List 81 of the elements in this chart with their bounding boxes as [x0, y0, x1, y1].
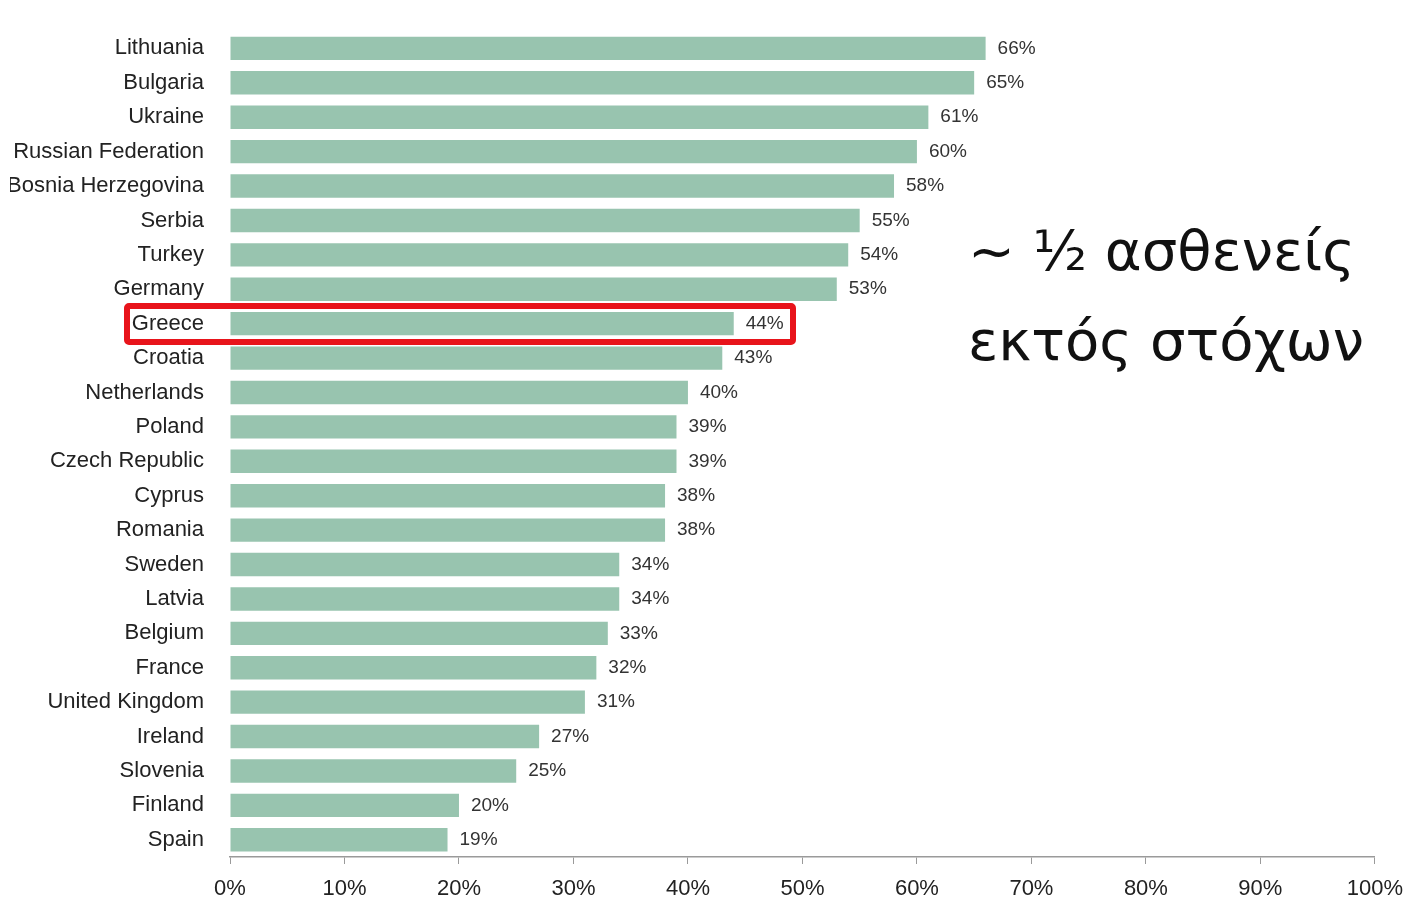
data-label: 39% [688, 415, 727, 437]
x-tick-label: 50% [780, 875, 825, 901]
data-label: 44% [745, 311, 784, 333]
data-label: 27% [551, 724, 590, 746]
bar [230, 208, 860, 233]
y-tick-label: Romania [115, 516, 205, 542]
x-tick-label: 80% [1123, 875, 1168, 901]
y-tick-label: France [135, 653, 204, 679]
bar [230, 311, 734, 336]
y-tick-label: Russian Federation [13, 137, 204, 163]
y-tick-label: Sweden [124, 550, 204, 576]
y-tick-label: Slovenia [119, 757, 205, 783]
bar [230, 174, 895, 198]
data-label: 25% [528, 759, 567, 781]
data-label: 38% [677, 518, 716, 540]
bar [230, 71, 975, 95]
y-tick-label: Cyprus [134, 481, 204, 507]
x-tick-label: 60% [894, 875, 939, 901]
y-tick-label: Spain [147, 825, 204, 851]
data-label: 61% [940, 105, 979, 127]
x-tick-label: 90% [1238, 875, 1283, 901]
bar [230, 621, 608, 646]
bar [230, 449, 677, 473]
y-tick-label: Ukraine [128, 103, 204, 129]
y-tick-label: Croatia [133, 344, 205, 370]
data-label: 34% [631, 552, 670, 574]
y-tick-label: Lithuania [114, 34, 205, 60]
x-tick-label: 10% [322, 875, 367, 901]
data-label: 55% [871, 208, 910, 230]
data-label: 66% [997, 36, 1036, 58]
bar [230, 518, 666, 542]
bar [230, 36, 986, 61]
x-tick-label: 0% [214, 875, 246, 901]
bar [230, 105, 929, 129]
data-label: 40% [699, 380, 739, 402]
x-tick-label: 70% [1009, 875, 1054, 901]
data-label: 43% [734, 346, 773, 368]
data-label: 34% [631, 587, 670, 609]
data-label: 58% [906, 174, 945, 196]
data-label: 20% [470, 793, 510, 815]
data-label: 60% [928, 139, 968, 161]
y-tick-label: Germany [113, 275, 204, 301]
data-label: 32% [608, 655, 647, 677]
y-tick-label: Belgium [124, 619, 204, 645]
y-tick-label: United Kingdom [47, 688, 204, 714]
y-tick-label: Poland [135, 412, 204, 438]
bar [230, 690, 585, 714]
y-tick-label: Greece [131, 309, 204, 335]
x-tick-label: 30% [551, 875, 596, 901]
y-tick-label: Turkey [137, 240, 204, 266]
bar [230, 656, 597, 680]
data-label: 39% [688, 449, 727, 471]
bar [230, 552, 620, 577]
bar [230, 139, 917, 164]
bar [230, 380, 688, 405]
y-tick-label: Bulgaria [123, 68, 205, 94]
bar [230, 243, 849, 267]
bar [230, 587, 620, 611]
y-tick-label: Latvia [145, 585, 205, 610]
x-tick-label: 20% [436, 875, 481, 901]
x-tick-label: 40% [665, 875, 710, 901]
bar [230, 759, 517, 783]
annotation: ~ ½ ασθενείς εκτός στόχων [968, 217, 1365, 375]
y-tick-label: Netherlands [85, 378, 204, 404]
data-label: 19% [459, 828, 498, 850]
y-tick-label: Czech Republic [49, 447, 204, 473]
data-label: 54% [860, 243, 899, 265]
y-tick-label: Finland [131, 791, 204, 817]
data-label: 38% [677, 483, 716, 505]
bar [230, 484, 666, 508]
data-label: 65% [986, 71, 1025, 93]
bar [230, 415, 677, 439]
data-label: 31% [596, 690, 636, 712]
bar [230, 724, 540, 749]
x-tick-label: 100% [1346, 875, 1404, 901]
y-tick-label: Ireland [136, 722, 204, 748]
bar [230, 793, 459, 818]
data-label: 53% [848, 277, 887, 299]
bar [230, 828, 448, 852]
data-label: 33% [619, 621, 658, 643]
y-tick-label: Serbia [140, 206, 205, 232]
